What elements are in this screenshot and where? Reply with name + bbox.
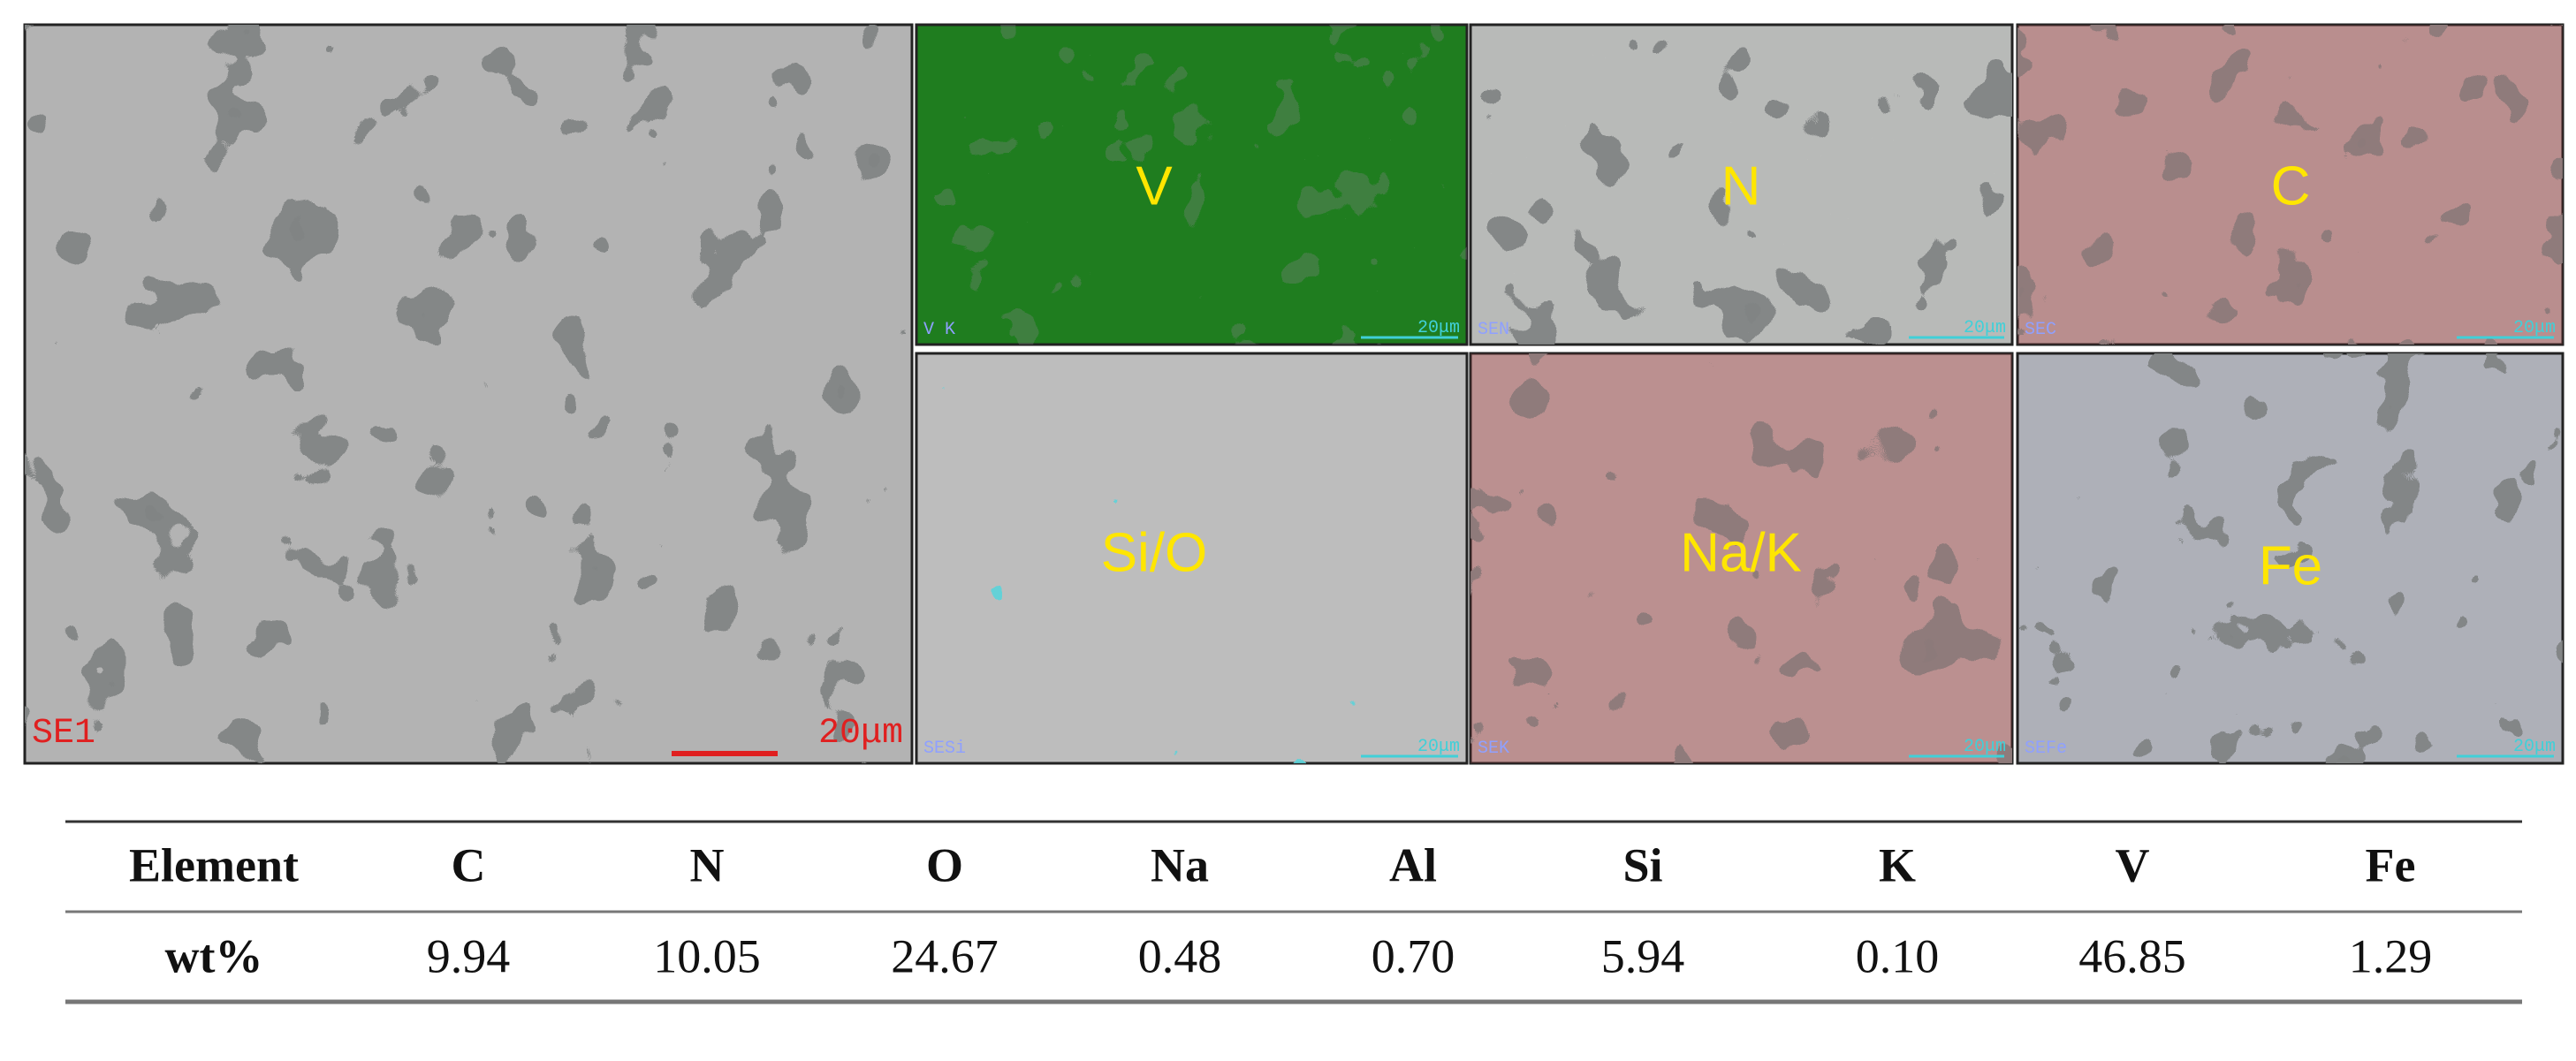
header-cell: Element — [129, 838, 299, 891]
element-label: C — [2271, 155, 2311, 216]
table-cell: wt% — [165, 929, 263, 982]
scale-label: 20μm — [2513, 318, 2556, 338]
table-cell: 46.85 — [2078, 929, 2186, 982]
se-image: SE1 20μm — [23, 23, 914, 765]
scale-label: 20μm — [818, 714, 903, 754]
map-panel: Fe SEFe 20μm — [2016, 352, 2565, 765]
header-cell: Fe — [2366, 838, 2416, 891]
table-cell: 0.10 — [1856, 929, 1940, 982]
map-tag: SEN — [1478, 320, 1509, 340]
table-cell: 9.94 — [427, 929, 511, 982]
header-cell: O — [926, 838, 963, 891]
scale-label: 20μm — [1417, 737, 1460, 757]
table-cell: 0.70 — [1372, 929, 1455, 982]
header-cell: Al — [1389, 838, 1437, 891]
table-cell: 0.48 — [1138, 929, 1222, 982]
header-cell: V — [2116, 838, 2150, 891]
map-panel: N SEN 20μm — [1469, 23, 2014, 346]
scale-label: 20μm — [1417, 318, 1460, 338]
table-cell: 1.29 — [2349, 929, 2433, 982]
scale-label: 20μm — [1964, 737, 2006, 757]
element-label: Na/K — [1680, 522, 1802, 583]
element-label: Fe — [2259, 535, 2322, 596]
header-cell: K — [1879, 838, 1916, 891]
map-panel: C SEC 20μm — [2016, 23, 2565, 346]
table-cell: 10.05 — [653, 929, 761, 982]
map-panel: Si/O SESi 20μm — [915, 352, 1469, 765]
map-tag: SEK — [1478, 739, 1509, 759]
composition-table: Element C N O Na Al Si K V Fe wt% 9.94 10.05 24.67 0.4… — [65, 820, 2522, 1004]
map-tag: SEFe — [2025, 739, 2067, 759]
element-label: Si/O — [1101, 522, 1208, 583]
element-label: N — [1721, 155, 1761, 216]
header-cell: N — [690, 838, 725, 891]
map-panel: V V K 20μm — [915, 23, 1469, 346]
map-panel: Na/K SEK 20μm — [1469, 352, 2014, 765]
map-tag: V K — [923, 320, 955, 340]
map-tag: SESi — [923, 739, 966, 759]
map-tag: SEC — [2025, 320, 2056, 340]
table-cell: 5.94 — [1601, 929, 1685, 982]
image-tag: SE1 — [32, 714, 95, 754]
element-label: V — [1136, 155, 1173, 216]
header-cell: C — [452, 838, 486, 891]
header-cell: Na — [1151, 838, 1209, 891]
scale-label: 20μm — [2513, 737, 2556, 757]
scale-label: 20μm — [1964, 318, 2006, 338]
header-cell: Si — [1622, 838, 1662, 891]
table-cell: 24.67 — [891, 929, 999, 982]
